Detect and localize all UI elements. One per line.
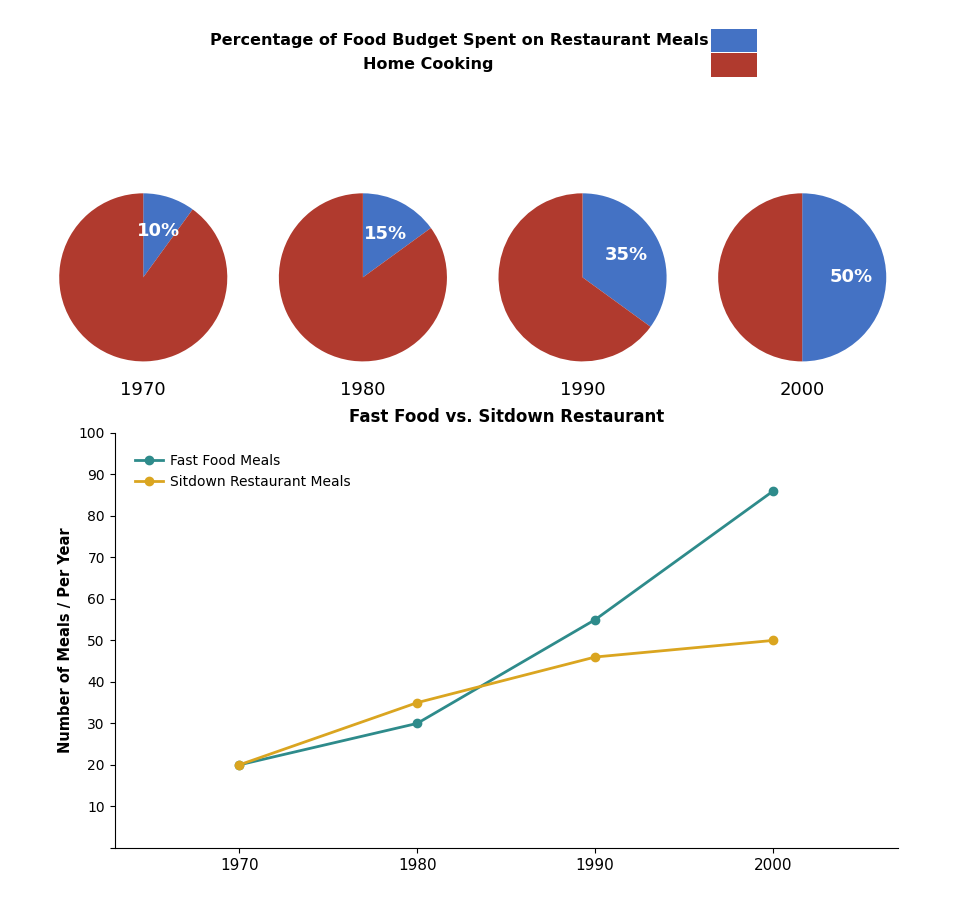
Text: 15%: 15%: [364, 225, 407, 243]
Text: 35%: 35%: [605, 246, 647, 264]
Wedge shape: [143, 193, 193, 278]
Text: Percentage of Food Budget Spent on Restaurant Meals: Percentage of Food Budget Spent on Resta…: [210, 33, 709, 48]
Text: 10%: 10%: [137, 222, 180, 240]
Sitdown Restaurant Meals: [768, 635, 779, 646]
Title: 2000: 2000: [779, 381, 825, 399]
Fast Food Meals: [412, 718, 423, 729]
Wedge shape: [499, 193, 650, 362]
Text: 50%: 50%: [829, 269, 873, 286]
Sitdown Restaurant Meals: [233, 759, 244, 770]
Text: Home Cooking: Home Cooking: [363, 58, 494, 72]
Title: 1970: 1970: [120, 381, 166, 399]
Title: Fast Food vs. Sitdown Restaurant: Fast Food vs. Sitdown Restaurant: [349, 408, 664, 426]
Line: Sitdown Restaurant Meals: Sitdown Restaurant Meals: [235, 636, 777, 769]
Title: 1990: 1990: [560, 381, 605, 399]
Sitdown Restaurant Meals: [589, 651, 601, 662]
Fast Food Meals: [589, 614, 601, 625]
Sitdown Restaurant Meals: [412, 697, 423, 708]
Legend: Fast Food Meals, Sitdown Restaurant Meals: Fast Food Meals, Sitdown Restaurant Meal…: [129, 448, 356, 494]
Fast Food Meals: [768, 485, 779, 496]
Wedge shape: [583, 193, 667, 327]
Line: Fast Food Meals: Fast Food Meals: [235, 487, 777, 769]
Wedge shape: [279, 193, 447, 362]
Wedge shape: [363, 193, 431, 278]
Wedge shape: [59, 193, 227, 362]
Wedge shape: [802, 193, 886, 362]
Wedge shape: [718, 193, 802, 362]
Y-axis label: Number of Meals / Per Year: Number of Meals / Per Year: [58, 528, 73, 753]
Fast Food Meals: [233, 759, 244, 770]
Title: 1980: 1980: [340, 381, 386, 399]
